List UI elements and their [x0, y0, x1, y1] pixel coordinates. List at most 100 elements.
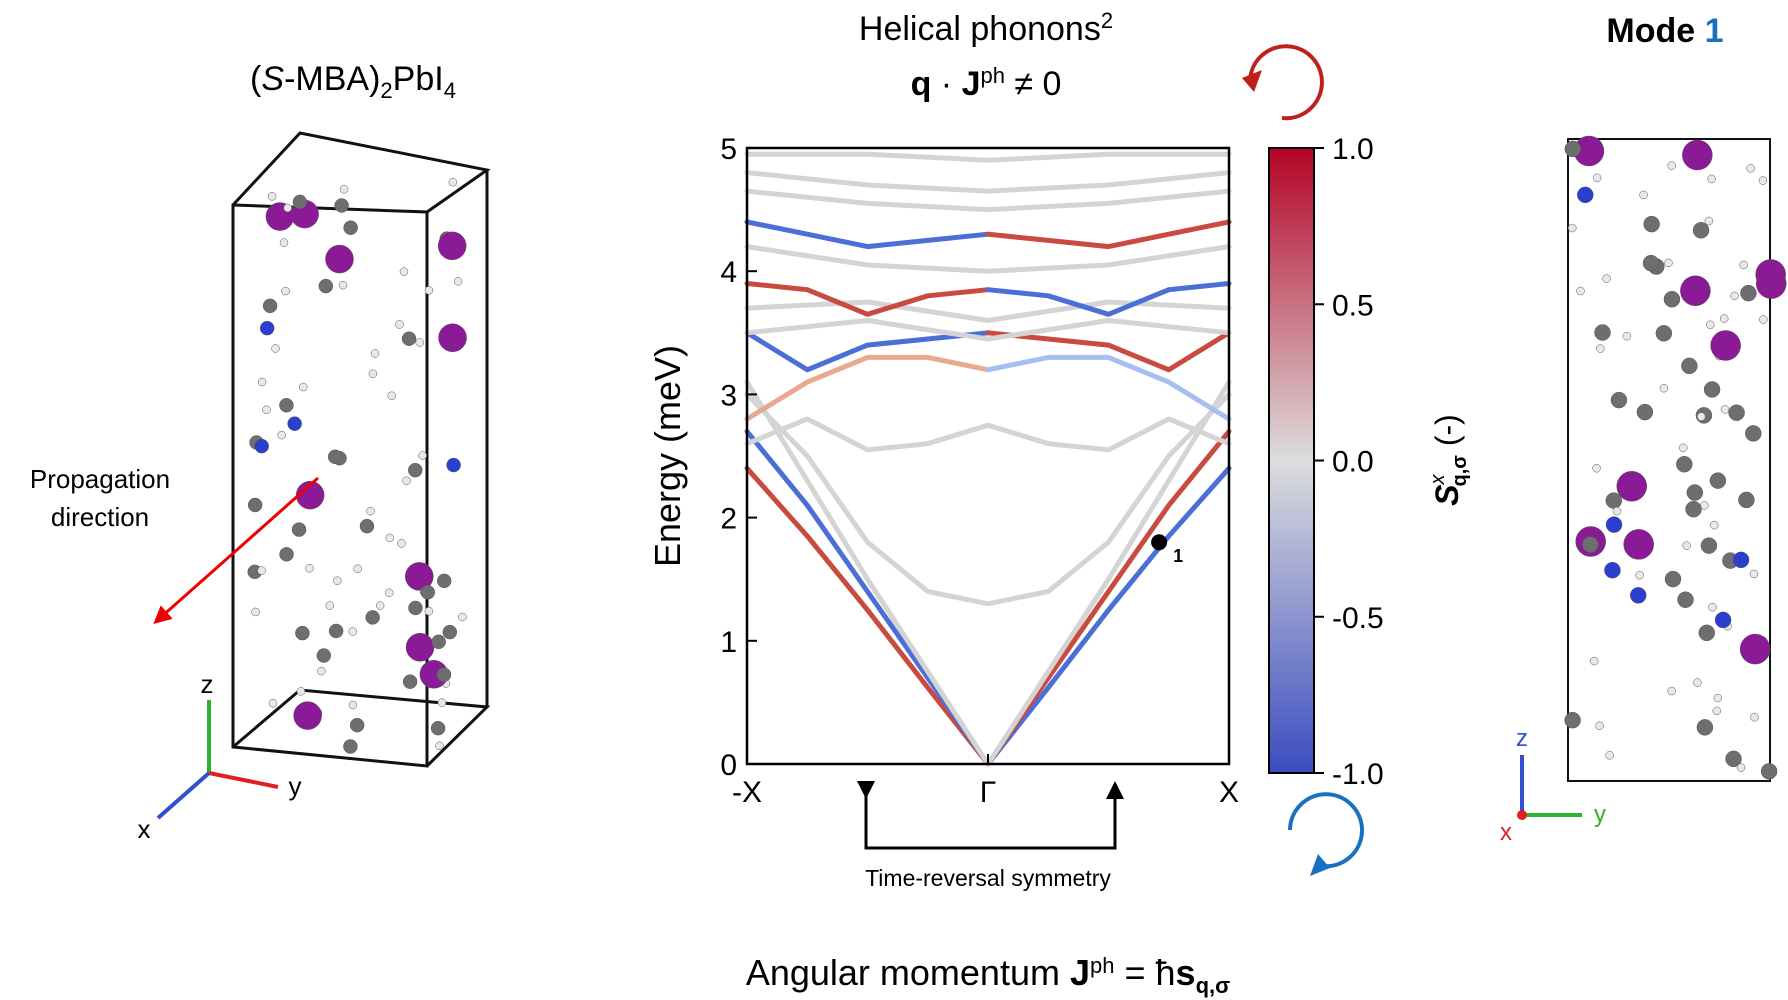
atom: [1732, 551, 1750, 569]
atom: [296, 687, 306, 696]
mode-title: Mode 1: [1606, 12, 1723, 50]
atom: [1749, 569, 1759, 579]
atom: [420, 585, 436, 600]
atom: [1605, 516, 1623, 533]
band: [744, 318, 1232, 342]
atom: [279, 238, 289, 247]
colorbar: [1268, 147, 1315, 774]
atom: [1564, 711, 1581, 729]
atom: [1643, 215, 1660, 233]
atom: [401, 331, 417, 346]
atom: [1745, 425, 1762, 442]
axis-label: y: [289, 771, 302, 801]
atom: [384, 588, 394, 598]
atom: [1708, 602, 1717, 612]
axis-y: [208, 771, 279, 789]
atom: [1704, 216, 1714, 226]
atom: [271, 344, 280, 353]
atom: [1706, 320, 1715, 330]
atom: [395, 320, 404, 329]
arrow-label: Propagation: [30, 464, 170, 494]
chart-title: Helical phonons2: [859, 8, 1113, 48]
band: [744, 244, 1232, 274]
y-tick-label: 4: [720, 256, 737, 289]
atom: [1639, 190, 1648, 200]
atom: [1576, 286, 1585, 296]
axis-x: [1517, 810, 1527, 820]
atom: [291, 522, 307, 537]
atom: [353, 564, 362, 574]
atom: [415, 338, 425, 347]
plot-frame: [745, 146, 1231, 766]
atom: [365, 610, 380, 625]
atom: [333, 576, 342, 586]
colorbar-tick-label: -0.5: [1332, 602, 1384, 635]
chart-subtitle: q · Jph ≠ 0: [911, 63, 1062, 103]
atom: [318, 278, 334, 294]
atom: [1564, 140, 1582, 158]
band: [985, 465, 1232, 767]
atom: [366, 506, 375, 516]
atom: [431, 634, 446, 650]
axis-label: z: [1516, 725, 1528, 752]
atom: [453, 277, 463, 286]
atom: [348, 627, 357, 636]
atom: [1700, 537, 1718, 554]
atom: [1680, 275, 1711, 307]
cell: [1567, 138, 1771, 782]
atom: [375, 601, 385, 610]
atom: [295, 625, 310, 641]
band: [744, 465, 991, 767]
atom: [251, 607, 260, 617]
colorbar-label-part: S: [1429, 484, 1465, 506]
colorbar-label: Sxq,σ (-): [1427, 414, 1471, 506]
plot-area: 0 1 2 3 4 5 -X Γ X 1: [720, 133, 1239, 809]
atom: [402, 674, 418, 689]
atom: [1692, 222, 1710, 239]
band: [985, 354, 1232, 422]
atom: [325, 601, 334, 610]
atom: [328, 623, 344, 639]
atom: [1730, 291, 1739, 301]
atom: [1707, 174, 1716, 184]
atom: [1739, 260, 1748, 270]
atom: [1667, 161, 1676, 170]
axis-label: x: [1500, 819, 1512, 846]
atom: [1676, 455, 1693, 473]
band: [744, 391, 1232, 607]
atom: [1623, 529, 1654, 560]
band: [985, 281, 1232, 317]
atom: [262, 405, 271, 415]
atom: [325, 244, 354, 274]
atom: [1712, 706, 1722, 716]
atom: [1719, 314, 1729, 323]
atom: [397, 539, 406, 548]
atom: [405, 562, 434, 591]
colorbar-tick-label: -1.0: [1332, 758, 1384, 791]
atom: [370, 349, 380, 358]
band: [744, 188, 1232, 213]
atom: [385, 533, 394, 543]
atom: [1738, 491, 1755, 509]
atom: [317, 666, 326, 676]
atom: [359, 518, 375, 534]
x-tick-label: X: [1219, 776, 1239, 809]
atom: [1610, 391, 1628, 409]
atom: [1664, 570, 1682, 588]
atom: [1630, 587, 1647, 604]
x-tick-label: -X: [732, 776, 762, 809]
atom: [247, 497, 263, 513]
atom: [1612, 506, 1622, 516]
atom: [435, 741, 444, 751]
atom: [259, 320, 275, 336]
atom: [1604, 561, 1621, 579]
atom: [436, 667, 452, 682]
axis-label: z: [201, 669, 214, 699]
footer: Angular momentum Jph = ħsq,σ: [746, 952, 1230, 998]
atom: [1710, 520, 1719, 530]
band: [744, 379, 1232, 767]
atom: [1693, 678, 1702, 687]
atom: [1739, 633, 1771, 665]
mode-marker: [1151, 534, 1168, 551]
